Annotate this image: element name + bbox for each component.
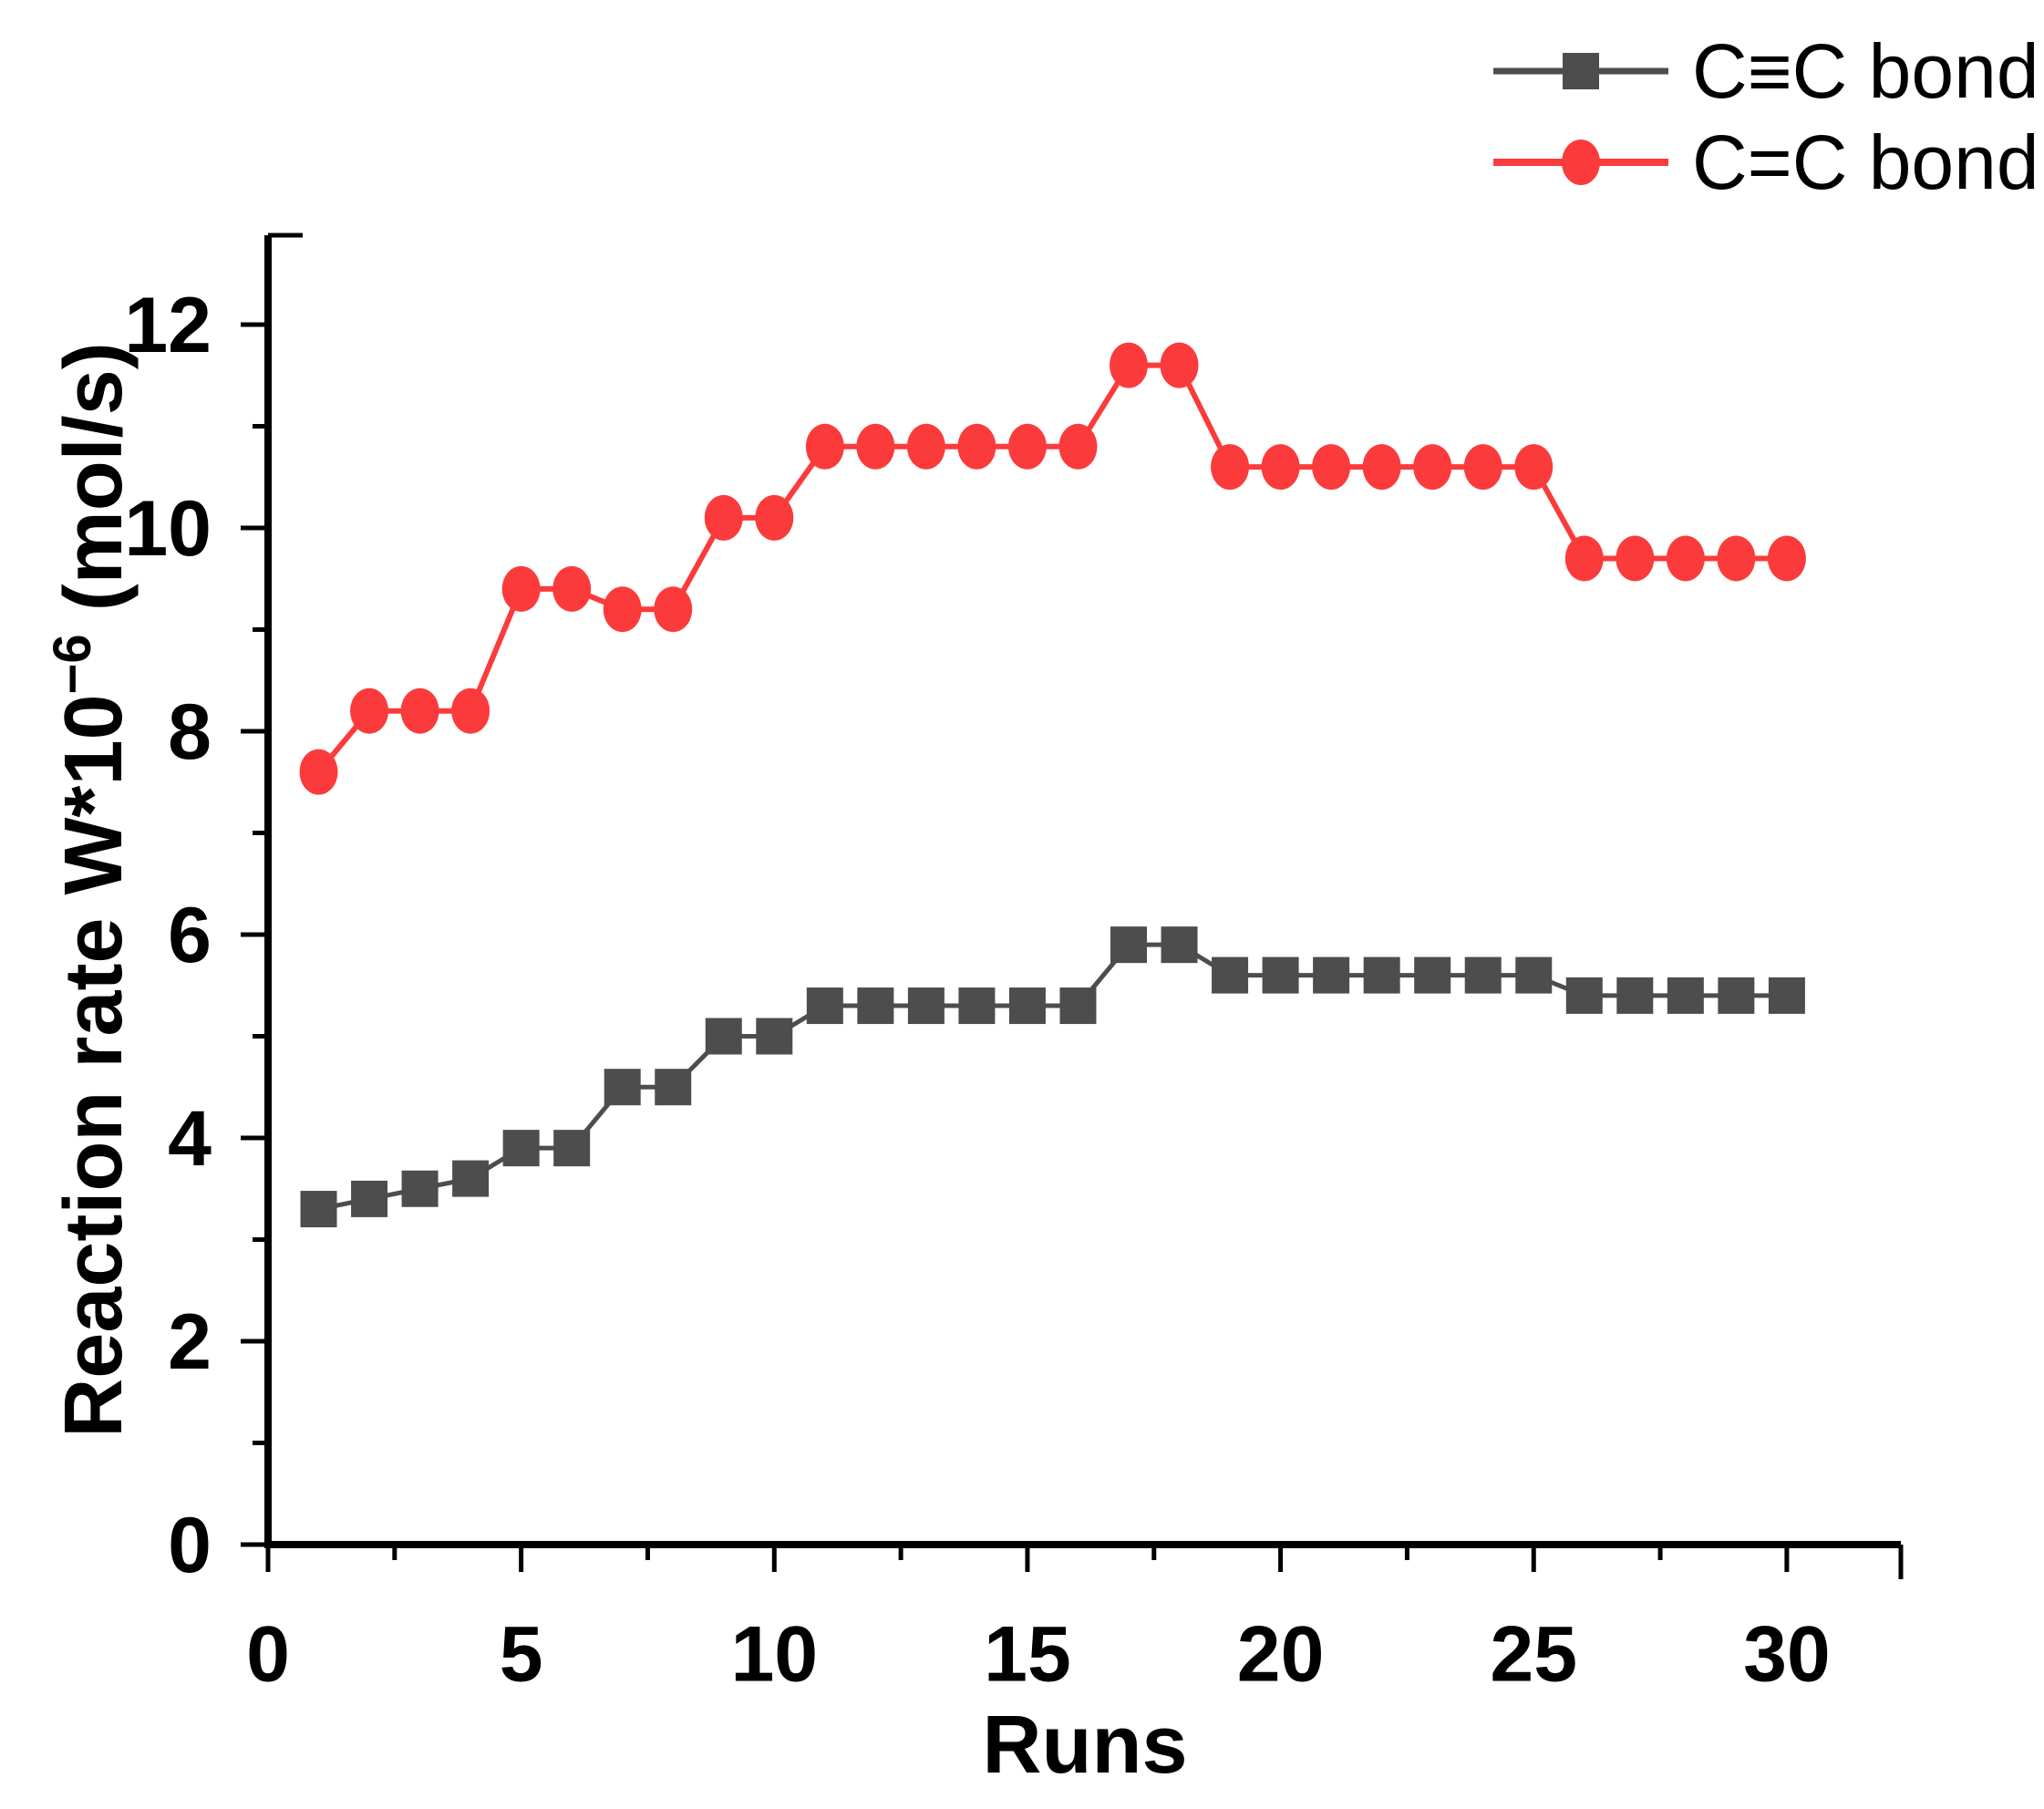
data-point-square — [1008, 987, 1046, 1025]
data-point-square — [1667, 977, 1704, 1014]
data-point-circle — [1312, 444, 1351, 491]
data-point-square — [1110, 926, 1148, 964]
data-point-circle — [552, 565, 592, 612]
y-axis-title-base: Reaction rate W*10 — [48, 694, 139, 1437]
data-point-square — [1262, 956, 1299, 994]
data-point-circle — [1007, 423, 1047, 470]
data-point-square — [655, 1069, 692, 1106]
data-point-circle — [1616, 535, 1655, 582]
y-tick-label: 8 — [168, 688, 212, 776]
data-point-circle — [805, 423, 844, 470]
data-point-square — [958, 987, 996, 1025]
data-point-circle — [1463, 444, 1502, 491]
x-tick-label: 30 — [1743, 1611, 1831, 1699]
data-point-circle — [1211, 444, 1250, 491]
x-tick-label: 0 — [246, 1611, 290, 1699]
data-point-square — [1161, 926, 1198, 964]
data-point-circle — [1110, 342, 1149, 388]
x-axis-title: Runs — [983, 1700, 1188, 1791]
data-point-square — [401, 1170, 439, 1207]
y-tick-label: 0 — [168, 1502, 212, 1589]
data-point-circle — [856, 423, 895, 470]
data-point-circle — [1767, 535, 1806, 582]
data-point-square — [604, 1069, 641, 1106]
data-point-square — [857, 987, 894, 1025]
x-tick-label: 10 — [730, 1611, 818, 1699]
data-point-square — [1515, 956, 1553, 994]
data-point-circle — [755, 494, 794, 541]
y-tick-label: 12 — [124, 282, 212, 369]
y-axis-title-unit: (mol/s) — [48, 342, 139, 634]
data-point-circle — [1058, 423, 1098, 470]
data-point-square — [1616, 977, 1654, 1014]
data-point-circle — [1666, 535, 1705, 582]
data-point-square — [1212, 956, 1249, 994]
data-point-circle — [501, 565, 541, 612]
legend-label-1: C=C bond — [1692, 119, 2039, 205]
y-tick-label: 10 — [124, 485, 212, 573]
data-point-circle — [603, 586, 642, 633]
data-point-circle — [704, 494, 743, 541]
y-axis-title-exponent: −6 — [43, 634, 102, 694]
data-point-square — [705, 1018, 742, 1055]
data-point-square — [1059, 987, 1097, 1025]
data-point-square — [452, 1160, 490, 1197]
data-point-square — [502, 1130, 540, 1167]
data-point-circle — [1717, 535, 1756, 582]
legend-marker-circle — [1562, 140, 1600, 185]
x-tick-label: 25 — [1490, 1611, 1577, 1699]
series-line-1 — [316, 362, 1787, 774]
data-point-circle — [1160, 342, 1199, 388]
data-point-circle — [654, 586, 693, 633]
data-point-circle — [451, 687, 490, 734]
data-point-square — [1464, 956, 1502, 994]
x-tick-label: 5 — [500, 1611, 543, 1699]
data-point-square — [351, 1180, 388, 1217]
data-point-circle — [1261, 444, 1300, 491]
data-point-circle — [1564, 535, 1604, 582]
data-point-square — [1718, 977, 1755, 1014]
legend-label-0: C≡C bond — [1692, 28, 2039, 114]
y-tick-label: 4 — [168, 1095, 212, 1183]
data-point-square — [1565, 977, 1603, 1014]
x-tick-label: 20 — [1237, 1611, 1325, 1699]
data-point-circle — [1514, 444, 1554, 491]
data-point-square — [1414, 956, 1451, 994]
data-point-square — [300, 1191, 337, 1228]
data-point-square — [1313, 956, 1350, 994]
data-point-circle — [400, 687, 439, 734]
y-tick-label: 2 — [168, 1298, 212, 1386]
data-point-circle — [1362, 444, 1401, 491]
data-point-square — [553, 1130, 591, 1167]
data-point-circle — [350, 687, 389, 734]
data-point-circle — [957, 423, 996, 470]
data-point-square — [756, 1018, 793, 1055]
data-point-square — [1363, 956, 1400, 994]
data-point-circle — [906, 423, 945, 470]
data-point-square — [1768, 977, 1805, 1014]
data-point-square — [806, 987, 843, 1025]
legend-marker-square — [1563, 53, 1599, 89]
data-point-square — [907, 987, 945, 1025]
data-point-circle — [1413, 444, 1452, 491]
y-axis-title: Reaction rate W*10−6 (mol/s) — [43, 342, 139, 1437]
x-tick-label: 15 — [984, 1611, 1071, 1699]
y-tick-label: 6 — [168, 892, 212, 979]
data-point-circle — [299, 749, 338, 795]
